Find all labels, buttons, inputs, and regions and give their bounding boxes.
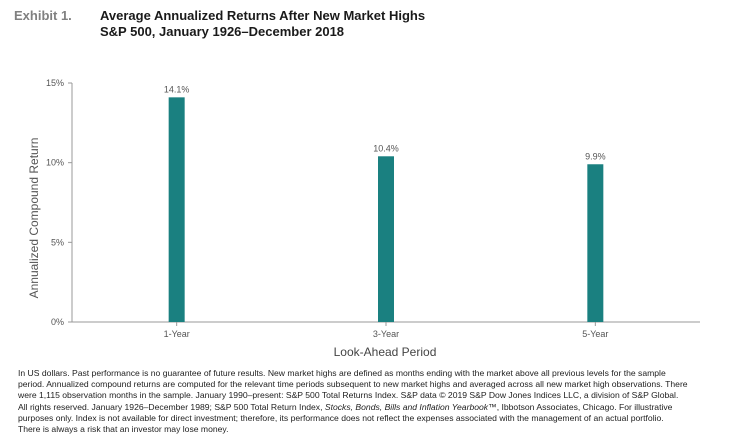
data-label: 10.4% bbox=[373, 143, 399, 153]
chart-title: Average Annualized Returns After New Mar… bbox=[100, 8, 426, 23]
footnote-line: There is always a risk that an investor … bbox=[18, 424, 229, 435]
bars: 14.1% 10.4% 9.9% bbox=[164, 84, 606, 322]
y-axis: 0% 5% 10% 15% bbox=[46, 78, 73, 327]
x-axis: 1-Year 3-Year 5-Year bbox=[72, 321, 700, 339]
bar-chart: Annualized Compound Return 0% 5% 10% 15% 1-… bbox=[27, 78, 700, 359]
y-tick-label: 0% bbox=[51, 317, 64, 327]
x-axis-label: Look-Ahead Period bbox=[334, 345, 437, 359]
footnote-italic-title: Stocks, Bonds, Bills and Inflation Yearb… bbox=[324, 401, 489, 412]
bar bbox=[587, 164, 604, 322]
footnote: In US dollars. Past performance is no gu… bbox=[18, 368, 730, 435]
bar bbox=[168, 97, 185, 322]
y-axis-label: Annualized Compound Return bbox=[27, 138, 41, 299]
data-label: 9.9% bbox=[585, 151, 606, 161]
y-tick-label: 15% bbox=[46, 78, 64, 88]
footnote-line: In US dollars. Past performance is no gu… bbox=[18, 368, 666, 378]
footnote-text: ™, Ibbotson Associates, Chicago. For ill… bbox=[488, 401, 673, 412]
chart-header: Exhibit 1. Average Annualized Returns Af… bbox=[14, 8, 734, 54]
exhibit-label: Exhibit 1. bbox=[14, 8, 72, 23]
footnote-line: period. Annualized compound returns are … bbox=[18, 379, 688, 390]
data-label: 14.1% bbox=[164, 84, 190, 94]
footnote-line: All rights reserved. January 1926–Decemb… bbox=[18, 402, 730, 413]
bar bbox=[378, 156, 394, 322]
footnote-line: were 1,115 observation months in the sam… bbox=[18, 390, 679, 401]
x-tick-label: 1-Year bbox=[164, 329, 190, 339]
x-tick-label: 3-Year bbox=[373, 329, 399, 339]
y-tick-label: 10% bbox=[46, 158, 64, 168]
y-tick-label: 5% bbox=[51, 237, 64, 247]
footnote-line: purposes only. Index is not available fo… bbox=[18, 412, 664, 423]
x-tick-label: 5-Year bbox=[582, 329, 608, 339]
chart-subtitle: S&P 500, January 1926–December 2018 bbox=[100, 24, 345, 39]
footnote-text: All rights reserved. January 1926–Decemb… bbox=[18, 401, 325, 412]
